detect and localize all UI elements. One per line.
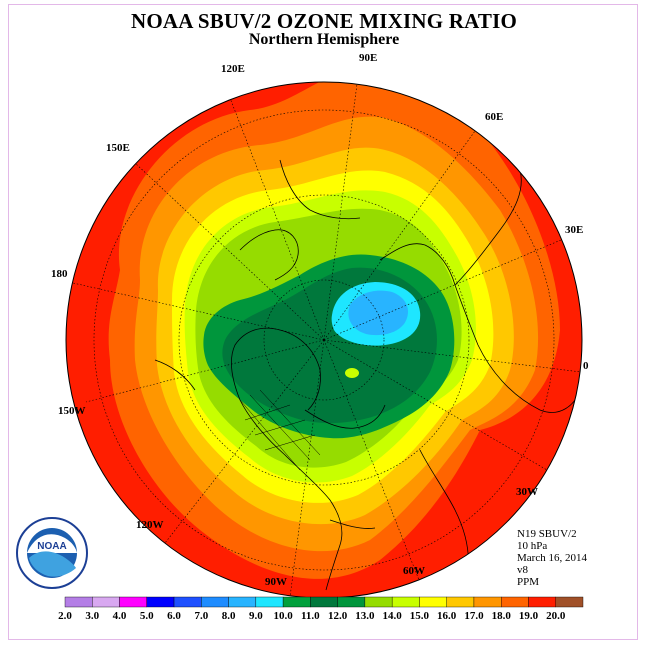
lon-label-90e: 90E bbox=[359, 52, 378, 64]
info-version: v8 bbox=[517, 564, 528, 576]
colorbar-swatch bbox=[282, 596, 311, 608]
logo-text: NOAA bbox=[37, 541, 66, 552]
colorbar-swatch bbox=[337, 596, 366, 608]
colorbar-tick-label: 8.0 bbox=[222, 610, 236, 622]
colorbar-swatch bbox=[310, 596, 338, 608]
colorbar-tick-label: 14.0 bbox=[383, 610, 403, 622]
lon-label-60e: 60E bbox=[485, 111, 504, 123]
lon-label-30e: 30E bbox=[565, 224, 584, 236]
meridians bbox=[72, 83, 582, 598]
info-instrument: N19 SBUV/2 bbox=[517, 528, 577, 540]
colorbar-swatch bbox=[173, 596, 202, 608]
colorbar: 2.0 3.0 4.0 5.0 6.0 7.0 8.0 9.0 10.0 11.0 12.0 13.0… bbox=[58, 596, 584, 622]
colorbar-tick-label: 7.0 bbox=[194, 610, 208, 622]
colorbar-swatch bbox=[228, 596, 257, 608]
colorbar-swatch bbox=[555, 596, 584, 608]
colorbar-swatch bbox=[446, 596, 475, 608]
lon-label-90w: 90W bbox=[265, 576, 287, 588]
colorbar-swatch bbox=[119, 596, 147, 608]
ozone-field bbox=[66, 82, 582, 598]
colorbar-tick-label: 19.0 bbox=[519, 610, 539, 622]
contour-blob bbox=[345, 368, 359, 378]
colorbar-tick-label: 20.0 bbox=[546, 610, 566, 622]
colorbar-swatch bbox=[201, 596, 229, 608]
colorbar-tick-label: 4.0 bbox=[113, 610, 127, 622]
colorbar-swatch bbox=[64, 596, 93, 608]
colorbar-swatch bbox=[92, 596, 120, 608]
colorbar-tick-label: 10.0 bbox=[273, 610, 293, 622]
colorbar-swatch bbox=[364, 596, 393, 608]
colorbar-tick-label: 9.0 bbox=[249, 610, 263, 622]
map-frame bbox=[8, 4, 638, 640]
colorbar-tick-label: 3.0 bbox=[85, 610, 99, 622]
colorbar-tick-label: 2.0 bbox=[58, 610, 72, 622]
colorbar-tick-label: 15.0 bbox=[410, 610, 430, 622]
colorbar-swatch bbox=[419, 596, 447, 608]
colorbar-tick-label: 16.0 bbox=[437, 610, 457, 622]
lon-label-60w: 60W bbox=[403, 565, 425, 577]
lon-label-120w: 120W bbox=[136, 519, 164, 531]
colorbar-tick-label: 11.0 bbox=[301, 610, 320, 622]
colorbar-tick-label: 6.0 bbox=[167, 610, 181, 622]
info-date: March 16, 2014 bbox=[517, 552, 587, 564]
colorbar-swatch bbox=[473, 596, 502, 608]
colorbar-tick-label: 13.0 bbox=[355, 610, 375, 622]
colorbar-swatch bbox=[501, 596, 529, 608]
noaa-logo: NOAA bbox=[16, 517, 88, 589]
coastlines bbox=[154, 159, 581, 591]
lon-label-120e: 120E bbox=[221, 63, 245, 75]
colorbar-swatch bbox=[146, 596, 175, 608]
colorbar-tick-label: 5.0 bbox=[140, 610, 154, 622]
lon-label-30w: 30W bbox=[516, 486, 538, 498]
info-units: PPM bbox=[517, 576, 540, 588]
page-subtitle: Northern Hemisphere bbox=[248, 31, 400, 48]
lon-label-0: 0 bbox=[583, 360, 589, 372]
contour-9 bbox=[348, 290, 408, 336]
info-level: 10 hPa bbox=[517, 540, 548, 552]
lon-label-150e: 150E bbox=[106, 142, 130, 154]
colorbar-swatch bbox=[255, 596, 284, 608]
latitude-circles bbox=[93, 109, 555, 571]
page-title: NOAA SBUV/2 OZONE MIXING RATIO bbox=[131, 9, 517, 33]
lon-label-180: 180 bbox=[51, 268, 68, 280]
colorbar-tick-label: 12.0 bbox=[328, 610, 348, 622]
lon-label-150w: 150W bbox=[58, 405, 86, 417]
colorbar-tick-label: 17.0 bbox=[464, 610, 484, 622]
info-block: N19 SBUV/2 10 hPa March 16, 2014 v8 PPM bbox=[517, 528, 587, 588]
colorbar-swatch bbox=[528, 596, 556, 608]
colorbar-swatch bbox=[391, 596, 420, 608]
colorbar-tick-label: 18.0 bbox=[492, 610, 512, 622]
